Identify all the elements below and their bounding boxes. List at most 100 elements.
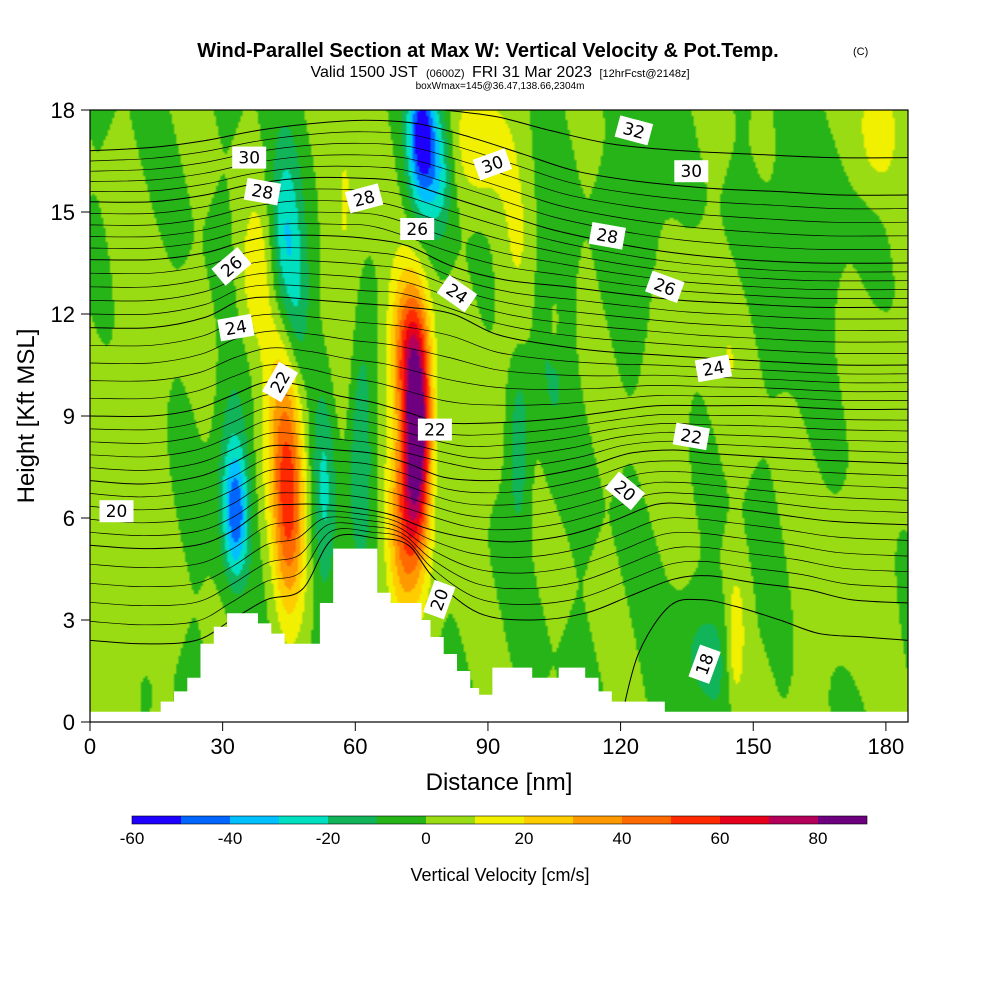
colorbar-tick-label: -20 [316, 829, 341, 848]
x-axis-label: Distance [nm] [426, 769, 573, 796]
y-tick-label: 9 [63, 404, 75, 429]
contour-label: 28 [243, 177, 282, 206]
isentrope-line [90, 234, 908, 308]
contour-label: 28 [588, 222, 626, 250]
contour-label: 30 [472, 148, 513, 181]
svg-text:26: 26 [406, 220, 428, 240]
colorbar-tick-label: 20 [515, 829, 534, 848]
valid-utc: (0600Z) [426, 68, 465, 80]
contour-label: 18 [688, 644, 721, 684]
colorbar-tick-label: 80 [809, 829, 828, 848]
isentrope-line [443, 110, 908, 159]
forecast-info: [12hrFcst@2148z] [599, 68, 689, 80]
svg-text:22: 22 [424, 421, 446, 441]
contour-label: 26 [400, 218, 435, 240]
x-axis: 0 30 60 90 120 150 180 [84, 722, 904, 759]
isentrope-line [90, 516, 908, 588]
colorbar-swatch [720, 816, 769, 824]
x-tick-label: 0 [84, 734, 96, 759]
contour-label: 24 [217, 313, 255, 342]
colorbar-tick-label: -60 [120, 829, 145, 848]
y-tick-label: 6 [63, 506, 75, 531]
contour-label: 28 [344, 183, 384, 214]
y-tick-label: 18 [51, 98, 75, 123]
svg-text:20: 20 [106, 502, 128, 522]
isentrope-line [90, 119, 908, 196]
isentrope-line [90, 223, 908, 299]
isentrope-line [90, 492, 908, 537]
isentrope-line [90, 468, 908, 511]
isentrope-line [90, 200, 908, 282]
x-tick-label: 180 [868, 734, 905, 759]
colorbar-frame [131, 815, 868, 825]
isentrope-line [90, 176, 908, 264]
isentrope-line [90, 444, 908, 485]
colorbar-swatch [475, 816, 524, 824]
isentrope-line [90, 502, 908, 550]
box-info: boxWmax=145@36.47,138.66,2304m [416, 81, 585, 92]
vertical-velocity-field [90, 110, 908, 722]
isentrope-line [90, 456, 908, 498]
chart-title: Wind-Parallel Section at Max W: Vertical… [197, 40, 778, 62]
isentrope-line [90, 406, 908, 448]
colorbar-swatch [524, 816, 573, 824]
isentrope-line [90, 131, 908, 210]
isentrope-line [90, 142, 908, 223]
y-tick-label: 15 [51, 200, 75, 225]
colorbar-swatch [818, 816, 867, 824]
valid-line: Valid 1500 JST (0600Z) FRI 31 Mar 2023 [… [310, 64, 689, 81]
colorbar-swatch [573, 816, 622, 824]
isentrope-line [90, 347, 908, 393]
contour-label: 20 [99, 500, 134, 523]
svg-text:30: 30 [680, 162, 702, 182]
valid-prefix: Valid 1500 JST [310, 64, 418, 81]
colorbar-swatch [377, 816, 426, 824]
isentrope-line [90, 480, 908, 524]
contour-label: 30 [232, 146, 267, 169]
colorbar-swatch [279, 816, 328, 824]
contour-label: 22 [672, 422, 710, 451]
isentrope-line [90, 419, 908, 459]
isentrope-line [90, 528, 908, 626]
colorbar-swatch [769, 816, 818, 824]
x-tick-label: 90 [476, 734, 500, 759]
isentrope-line [90, 165, 908, 251]
svg-text:24: 24 [701, 358, 726, 381]
y-tick-label: 3 [63, 608, 75, 633]
y-tick-label: 12 [51, 302, 75, 327]
isentrope-line [90, 154, 908, 237]
x-tick-label: 30 [210, 734, 234, 759]
colorbar-swatch [132, 816, 181, 824]
isentrope-line [90, 510, 908, 568]
contour-label: 22 [417, 418, 452, 441]
isentrope-line [90, 432, 908, 471]
y-axis: 0 3 6 9 12 15 18 [51, 98, 90, 735]
colorbar-swatch [671, 816, 720, 824]
colorbar-swatch [426, 816, 475, 824]
svg-text:28: 28 [595, 225, 620, 248]
isentrope-line [90, 284, 908, 355]
terrain [90, 548, 908, 722]
colorbar-label: Vertical Velocity [cm/s] [410, 865, 589, 885]
colorbar-tick-label: 60 [711, 829, 730, 848]
x-tick-label: 60 [343, 734, 367, 759]
contour-label: 32 [614, 115, 654, 146]
isentrope-line [90, 211, 908, 291]
x-tick-label: 120 [602, 734, 639, 759]
svg-text:28: 28 [250, 181, 275, 204]
svg-text:22: 22 [679, 426, 704, 449]
isentrope-line [90, 188, 908, 273]
colorbar: -60 -40 -20 0 20 40 60 80 [120, 815, 868, 848]
colorbar-tick-label: 0 [421, 829, 430, 848]
colorbar-tick-label: 40 [613, 829, 632, 848]
contour-label: 30 [674, 160, 709, 183]
contour-label: 24 [694, 354, 733, 383]
y-tick-label: 0 [63, 710, 75, 735]
svg-text:30: 30 [238, 149, 260, 169]
isentrope-line [90, 330, 908, 384]
copyright-mark: (C) [853, 46, 868, 58]
y-axis-label: Height [Kft MSL] [13, 329, 40, 504]
